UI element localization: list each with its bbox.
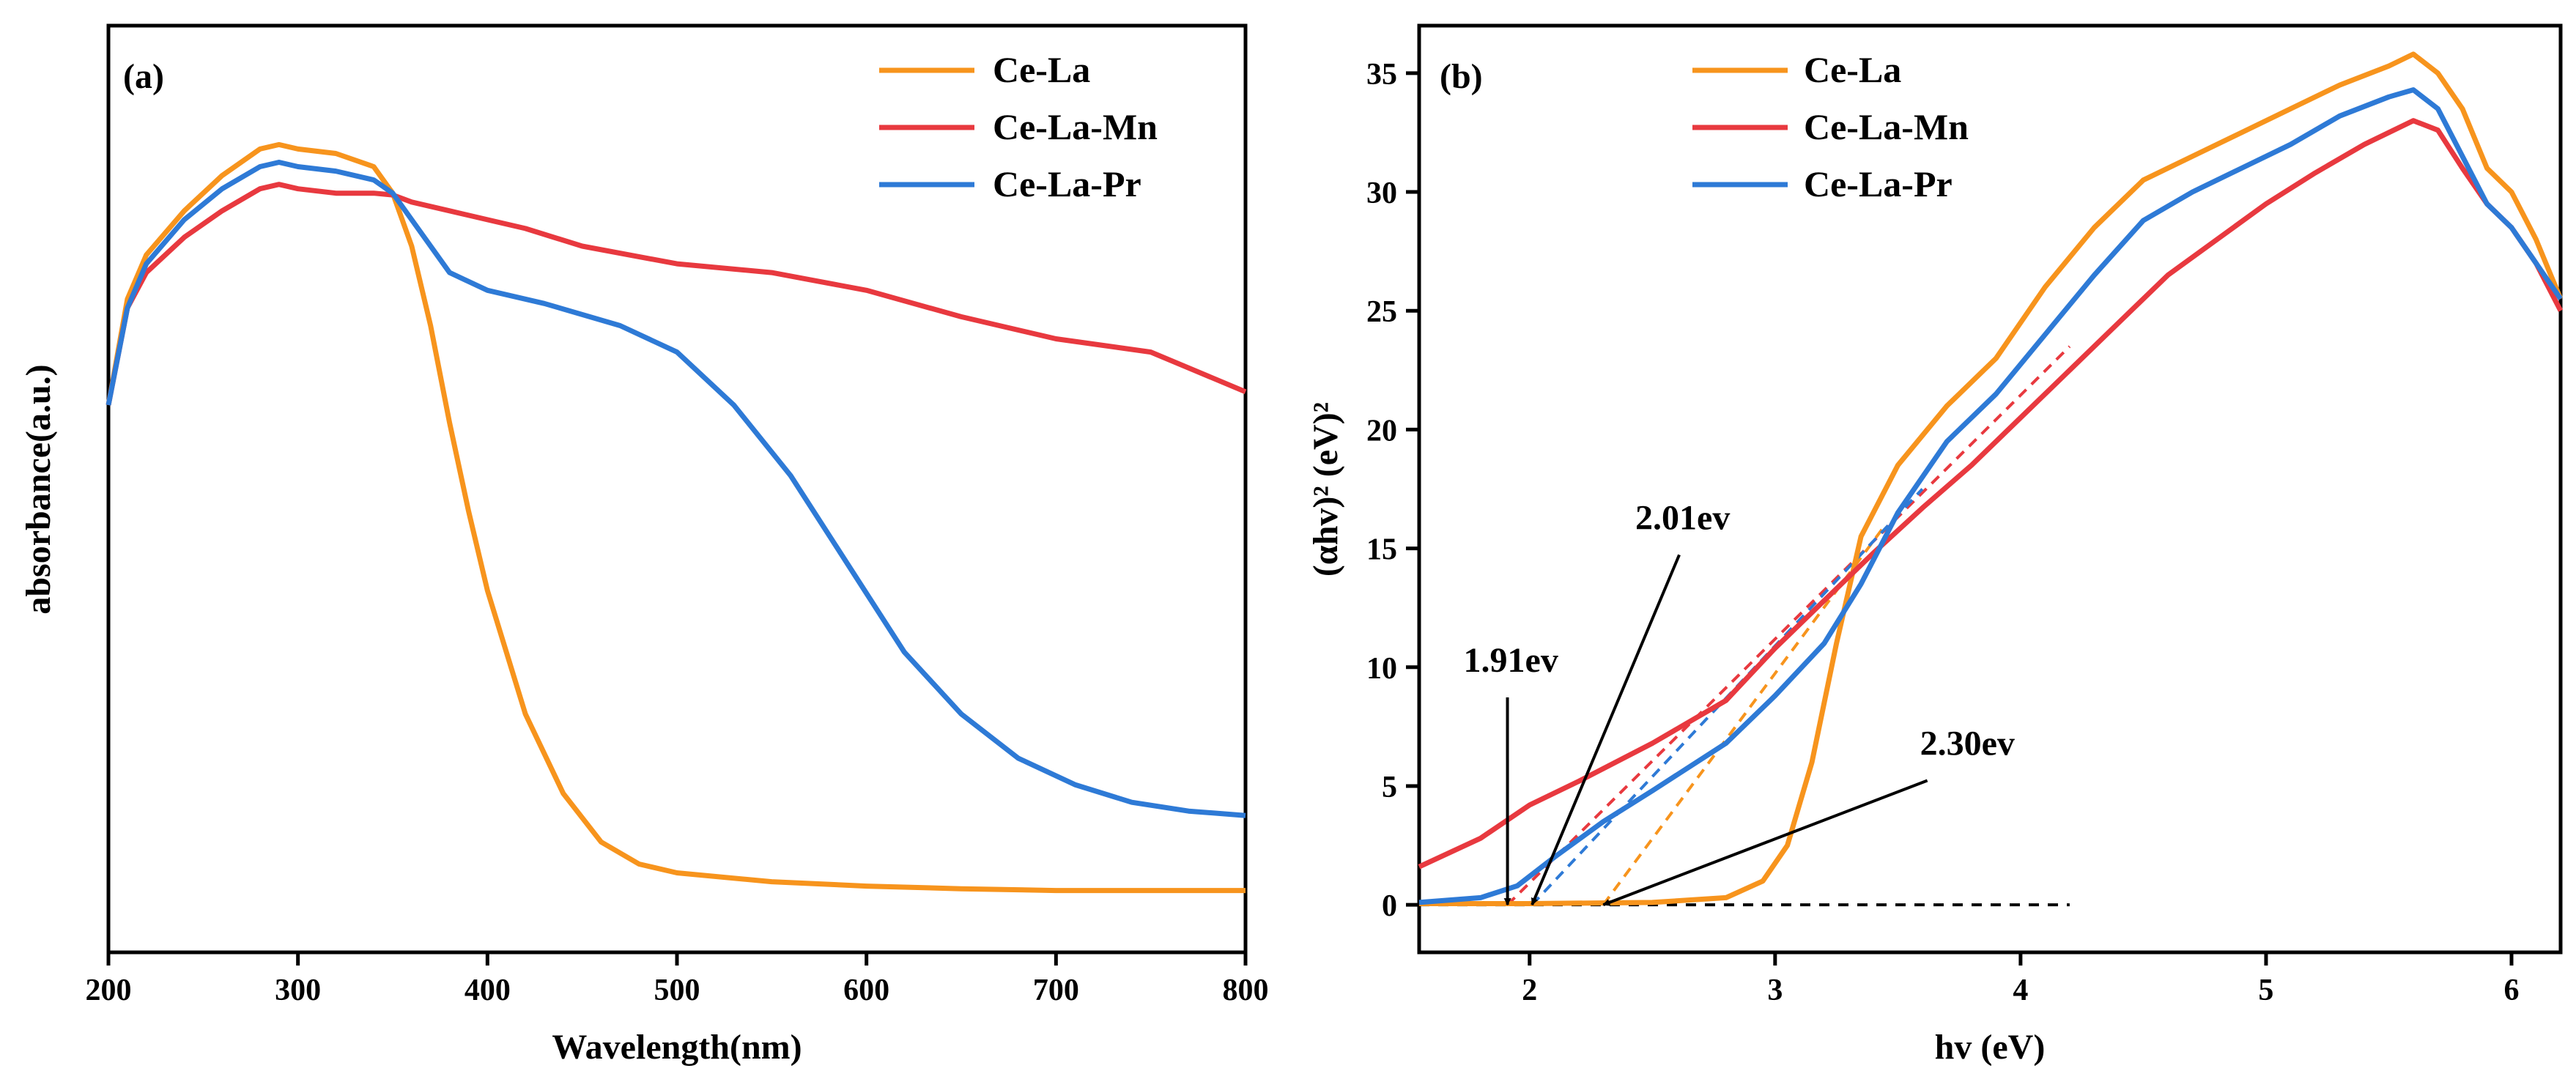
- chart-b-series-line-ce-la-pr: [1418, 87, 2563, 905]
- chart-a-legend-label: Ce-La: [993, 49, 1090, 90]
- chart-b-frame: [1417, 23, 2563, 955]
- chart-b-fit-lines: [1506, 345, 2071, 906]
- chart-b-y-tick-label: 20: [1366, 414, 1397, 448]
- chart-a-series-line-ce-la-pr: [106, 160, 1246, 818]
- chart-b-x-tick-label: 2: [1522, 974, 1537, 1007]
- chart-b-annotation-label: 2.30ev: [1920, 725, 2015, 763]
- chart-b-legend: Ce-La Ce-La-Mn Ce-La-Pr: [1692, 49, 1969, 204]
- chart-b-annotation-label: 2.01ev: [1635, 498, 1730, 537]
- chart-b-annotations: 1.91ev 2.01ev 2.30ev: [1464, 498, 2015, 906]
- chart-b-annotation-arrow: [1531, 554, 1681, 906]
- chart-b-series-line-ce-la-mn: [1418, 118, 2564, 870]
- chart-a-x-tick-label: 400: [465, 974, 511, 1007]
- chart-a-series-line-ce-la: [106, 141, 1246, 894]
- chart-b-y-tick-label: 15: [1366, 533, 1397, 567]
- chart-a-series-line-ce-la-mn: [106, 182, 1247, 406]
- chart-b-fit-line-ce-la-mn: [1506, 345, 2071, 906]
- chart-a-x-tick-label: 700: [1033, 974, 1079, 1007]
- chart-a-x-tick-label: 600: [843, 974, 889, 1007]
- chart-b-axes: 2 3 4 5 6 0 5 10 15 20 25 30 35: [1366, 58, 2519, 1007]
- chart-b-legend-label: Ce-La: [1804, 49, 1901, 90]
- chart-a: (a) Wavelength(nm) absorbance(a.u.) 200 3…: [19, 23, 1269, 1067]
- chart-a-x-axis: 200 300 400 500 600 700 800: [86, 952, 1269, 1007]
- chart-b-legend-label: Ce-La-Pr: [1804, 163, 1953, 204]
- chart-b: (b) hv (eV) (αhv)² (eV)² 2 3 4 5 6 0 5 10 15 20 25…: [1306, 23, 2564, 1067]
- chart-b-legend-label: Ce-La-Mn: [1804, 106, 1969, 147]
- chart-a-panel-label: (a): [123, 57, 164, 96]
- chart-b-y-tick-label: 0: [1382, 889, 1397, 923]
- chart-b-x-tick-label: 3: [1767, 974, 1783, 1007]
- chart-a-legend: Ce-La Ce-La-Mn Ce-La-Pr: [879, 49, 1158, 204]
- chart-b-y-tick-label: 5: [1382, 771, 1397, 804]
- chart-a-x-tick-label: 500: [654, 974, 700, 1007]
- chart-b-y-tick-label: 35: [1366, 58, 1397, 92]
- chart-b-annotation-arrow: [1602, 779, 1928, 906]
- chart-a-ylabel: absorbance(a.u.): [19, 364, 58, 614]
- chart-a-x-tick-label: 300: [275, 974, 321, 1007]
- chart-a-series-group: [106, 141, 1247, 894]
- chart-b-x-tick-label: 5: [2258, 974, 2273, 1007]
- chart-b-y-tick-label: 25: [1366, 295, 1397, 329]
- chart-b-ylabel: (αhv)² (eV)²: [1306, 402, 1345, 577]
- chart-a-x-tick-label: 800: [1223, 974, 1269, 1007]
- chart-a-legend-label: Ce-La-Pr: [993, 163, 1141, 204]
- chart-b-y-tick-label: 10: [1366, 652, 1397, 686]
- chart-b-annotation-label: 1.91ev: [1464, 641, 1558, 680]
- chart-b-panel-label: (b): [1440, 57, 1483, 96]
- chart-b-series-line-ce-la: [1419, 51, 2564, 906]
- chart-a-legend-label: Ce-La-Mn: [993, 106, 1158, 147]
- chart-b-xlabel: hv (eV): [1935, 1028, 2046, 1067]
- chart-b-x-tick-label: 4: [2013, 974, 2028, 1007]
- chart-a-xlabel: Wavelength(nm): [552, 1028, 802, 1067]
- chart-b-x-tick-label: 6: [2503, 974, 2519, 1007]
- chart-a-x-tick-label: 200: [86, 974, 132, 1007]
- chart-b-series-group: [1418, 51, 2564, 906]
- chart-b-y-tick-label: 30: [1366, 177, 1397, 210]
